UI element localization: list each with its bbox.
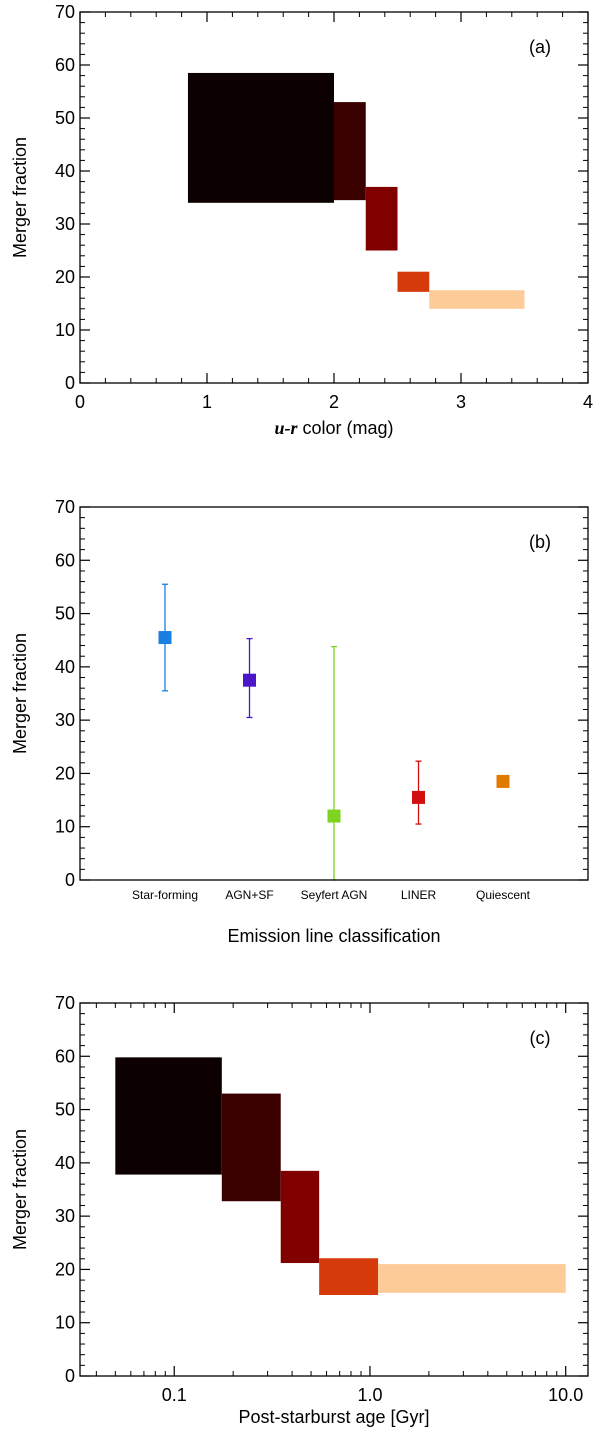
y-tick-label: 0 — [65, 373, 75, 393]
y-axis-label: Merger fraction — [10, 137, 30, 258]
y-tick-label: 70 — [55, 2, 75, 22]
y-tick-label: 0 — [65, 1366, 75, 1386]
y-tick-label: 20 — [55, 763, 75, 783]
bin-rect-3 — [280, 1170, 320, 1264]
panel-label: (a) — [529, 37, 551, 57]
x-axis-label: Emission line classification — [227, 926, 440, 946]
category-label-5: Quiescent — [476, 888, 531, 902]
data-point-4 — [412, 790, 425, 804]
y-tick-label: 60 — [55, 1046, 75, 1066]
y-tick-label: 60 — [55, 55, 75, 75]
y-tick-label: 10 — [55, 1313, 75, 1333]
y-tick-label: 70 — [55, 497, 75, 517]
x-tick-label: 3 — [456, 392, 466, 412]
panel-3: 0 10 20 30 40 50 60 70 0.1 1.0 10.0 (c) Merger fract… — [10, 993, 589, 1427]
y-tick-label: 20 — [55, 267, 75, 287]
axes-frame — [79, 1002, 589, 1377]
category-label-4: LINER — [401, 888, 437, 902]
panel-2: Star-forming AGN+SF Seyfert AGN LINER Quiesc… — [10, 497, 589, 946]
y-tick-label: 40 — [55, 1153, 75, 1173]
bin-rect-1 — [115, 1057, 222, 1175]
bin-rect-5 — [378, 1264, 566, 1293]
bin-rect-3 — [365, 186, 398, 251]
y-tick-label: 40 — [55, 161, 75, 181]
y-tick-label: 50 — [55, 1100, 75, 1120]
y-axis-label: Merger fraction — [10, 1129, 30, 1250]
y-tick-label: 60 — [55, 550, 75, 570]
data-point-3 — [327, 809, 341, 823]
y-tick-label: 30 — [55, 1206, 75, 1226]
x-tick-label: 1 — [202, 392, 212, 412]
bin-rect-5 — [429, 290, 525, 309]
bin-rect-4 — [397, 271, 430, 292]
x-tick-label: 0.1 — [162, 1385, 187, 1405]
y-tick-label: 30 — [55, 710, 75, 730]
category-label-2: AGN+SF — [225, 888, 273, 902]
bin-rect-2 — [334, 102, 366, 201]
category-label-3: Seyfert AGN — [301, 888, 368, 902]
data-point-5 — [496, 774, 510, 788]
y-axis-label: Merger fraction — [10, 633, 30, 754]
y-tick-label: 70 — [55, 993, 75, 1013]
x-axis-label-rest: color (mag) — [297, 418, 393, 438]
x-tick-label: 0 — [75, 392, 85, 412]
y-tick-label: 30 — [55, 214, 75, 234]
x-tick-label: 2 — [329, 392, 339, 412]
bin-rect-2 — [221, 1093, 281, 1202]
x-axis-label: Post-starburst age [Gyr] — [238, 1407, 429, 1427]
data-point-1 — [158, 631, 172, 645]
x-axis-label-italic: u-r — [274, 418, 298, 438]
y-tick-label: 50 — [55, 604, 75, 624]
panel-1: 0 10 20 30 40 50 60 70 0 1 2 3 4 (a) Merger fraction u-… — [10, 2, 593, 438]
y-tick-label: 10 — [55, 320, 75, 340]
panel-label: (c) — [530, 1028, 551, 1048]
axes-frame — [79, 506, 589, 881]
x-axis-label: u-r color (mag) — [274, 418, 393, 438]
bin-rect-1 — [187, 72, 334, 203]
y-tick-label: 50 — [55, 108, 75, 128]
data-point-2 — [243, 673, 256, 687]
x-tick-label: 1.0 — [357, 1385, 382, 1405]
category-label-1: Star-forming — [132, 888, 198, 902]
panel-label: (b) — [529, 532, 551, 552]
bin-rect-4 — [319, 1258, 379, 1296]
y-tick-label: 40 — [55, 657, 75, 677]
y-tick-label: 0 — [65, 870, 75, 890]
x-tick-label: 10.0 — [548, 1385, 583, 1405]
x-tick-label: 4 — [583, 392, 593, 412]
y-tick-label: 10 — [55, 817, 75, 837]
y-tick-label: 20 — [55, 1259, 75, 1279]
